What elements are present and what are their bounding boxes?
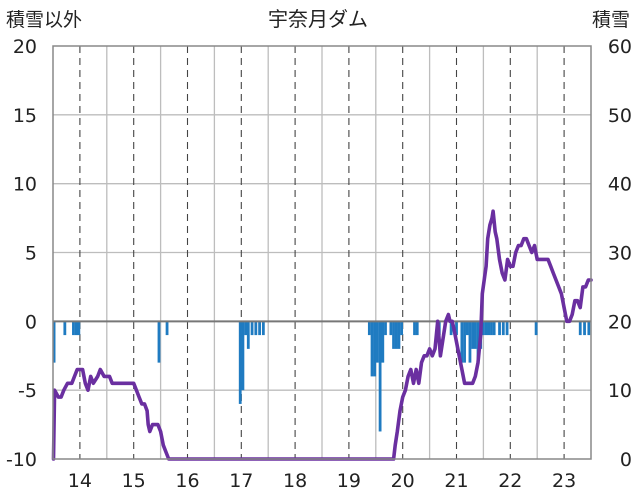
bar [250, 321, 254, 336]
x-tick-label: 14 [68, 470, 92, 492]
bar [578, 321, 582, 336]
bar [370, 321, 374, 377]
x-axis-ticks: 14 15 16 17 18 19 20 21 22 23 [68, 470, 576, 492]
bar [487, 321, 491, 336]
bar [413, 321, 416, 336]
x-tick-label: 15 [122, 470, 146, 492]
bar [460, 321, 464, 363]
bar [254, 321, 258, 336]
x-tick-label: 16 [175, 470, 199, 492]
bar [534, 321, 538, 336]
bar [449, 321, 453, 336]
left-axis-label: 積雪以外 [6, 9, 82, 31]
bar [415, 321, 419, 336]
right-tick-label: 40 [608, 174, 632, 196]
x-tick-label: 18 [283, 470, 307, 492]
x-tick-label: 22 [498, 470, 522, 492]
bar [373, 321, 377, 377]
x-tick-label: 21 [444, 470, 468, 492]
bar [244, 321, 248, 336]
snow-depth-series [51, 209, 593, 461]
bar [490, 321, 493, 336]
bar [471, 321, 475, 349]
bar [376, 321, 379, 363]
x-tick-label: 20 [391, 470, 415, 492]
x-tick-label: 17 [229, 470, 253, 492]
bar [583, 321, 586, 336]
bar [367, 321, 371, 336]
bar [261, 321, 265, 336]
left-axis-ticks: -10 -5 0 5 10 15 20 [6, 36, 37, 471]
bar [246, 321, 250, 349]
bar [394, 321, 398, 349]
bar [476, 321, 480, 363]
bar [455, 321, 458, 336]
right-tick-label: 60 [608, 36, 632, 58]
bar [397, 321, 401, 349]
bar [74, 321, 78, 336]
bar [157, 321, 161, 363]
x-tick-label: 23 [552, 470, 576, 492]
bar [384, 321, 387, 336]
bar [63, 321, 67, 336]
right-tick-label: 20 [608, 311, 632, 333]
bar [498, 321, 501, 336]
bar [463, 321, 466, 363]
left-tick-label: 5 [25, 243, 37, 265]
right-axis-label: 積雪 [592, 9, 630, 31]
grid [53, 46, 591, 459]
bar [258, 321, 261, 336]
left-tick-label: -5 [18, 380, 37, 402]
bar [492, 321, 496, 336]
left-tick-label: -10 [6, 449, 37, 471]
right-tick-label: 10 [608, 380, 632, 402]
left-tick-label: 10 [13, 174, 37, 196]
bar [389, 321, 393, 336]
bar [165, 321, 169, 336]
right-tick-label: 50 [608, 105, 632, 127]
bar [52, 321, 56, 363]
bar [484, 321, 488, 336]
bar [77, 321, 81, 336]
x-tick-label: 19 [337, 470, 361, 492]
bar [465, 321, 469, 336]
bar [392, 321, 395, 349]
bar [505, 321, 509, 336]
bar [482, 321, 485, 336]
bar [238, 321, 242, 404]
left-tick-label: 0 [25, 311, 37, 333]
bar [587, 321, 591, 336]
bar [468, 321, 472, 363]
snow-depth-line [51, 209, 593, 461]
bar [381, 321, 385, 363]
right-tick-label: 30 [608, 243, 632, 265]
bar [473, 321, 477, 349]
right-axis-ticks: 0 10 20 30 40 50 60 [608, 36, 632, 471]
bar [378, 321, 382, 432]
left-tick-label: 15 [13, 105, 37, 127]
bar [241, 321, 245, 391]
bar [501, 321, 505, 336]
left-tick-label: 20 [13, 36, 37, 58]
plot-frame [52, 45, 592, 460]
right-tick-label: 0 [620, 449, 632, 471]
bar [400, 321, 404, 336]
bar [72, 321, 75, 336]
chart-title: 宇奈月ダム [268, 7, 368, 31]
